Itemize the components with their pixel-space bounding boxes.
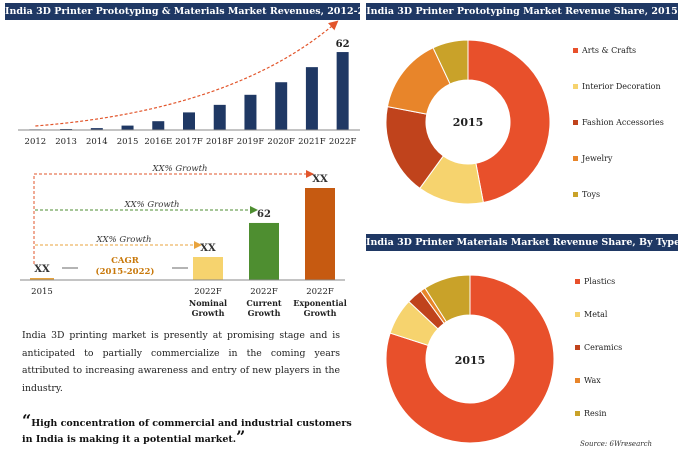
revenue-bar (305, 67, 318, 130)
key-quote: “High concentration of commercial and in… (22, 413, 352, 448)
legend-label: Jewelry (581, 154, 613, 163)
legend-label: Plastics (584, 277, 615, 286)
legend-swatch (573, 192, 578, 197)
legend-label: Ceramics (584, 343, 622, 352)
legend-swatch (575, 345, 580, 350)
prototyping-donut-title: India 3D Printer Prototyping Market Reve… (366, 3, 678, 20)
revenue-bar (336, 52, 349, 130)
scenario-x-label: 2022F (306, 287, 334, 297)
donut-slice (432, 39, 469, 85)
revenue-bar (60, 128, 73, 130)
bar-data-label: 62 (336, 39, 350, 50)
x-tick-label: 2015 (117, 137, 139, 147)
open-quote-mark: “ (22, 411, 32, 430)
scenario-data-label: XX (34, 264, 50, 275)
revenue-bar (244, 94, 257, 130)
scenario-sublabel: Growth (304, 308, 337, 318)
scenario-bar (30, 278, 54, 280)
materials-donut-title: India 3D Printer Materials Market Revenu… (366, 234, 678, 251)
scenario-x-label: 2022F (250, 287, 278, 297)
scenario-x-label: 2015 (31, 287, 53, 297)
legend-label: Fashion Accessories (582, 118, 664, 127)
scenario-sublabel: Growth (192, 308, 225, 318)
revenue-bar (121, 125, 134, 130)
donut-slice (467, 39, 551, 204)
legend-label: Toys (582, 190, 600, 199)
scenario-sublabel: Nominal (189, 298, 227, 308)
legend-swatch (573, 156, 578, 161)
revenue-bar (213, 104, 226, 130)
legend-label: Wax (584, 376, 601, 385)
legend-swatch (575, 279, 580, 284)
x-tick-label: 2012 (25, 137, 47, 147)
bar-chart-title: India 3D Printer Prototyping & Materials… (5, 3, 360, 20)
scenario-bar (249, 222, 279, 280)
x-tick-label: 2017F (175, 137, 203, 147)
x-tick-label: 2022F (329, 137, 357, 147)
trend-arrow (35, 20, 339, 127)
growth-arrow (33, 170, 314, 264)
cagr-label: CAGR (111, 256, 140, 266)
scenario-sublabel: Current (246, 298, 282, 308)
scenario-chart: CAGR (2015-2022) XX2015XX2022FNominalGro… (20, 164, 347, 318)
source-note: Source: 6Wresearch (580, 440, 653, 448)
growth-label: XX% Growth (151, 164, 207, 174)
donut-center-label: 2015 (455, 354, 486, 367)
x-tick-label: 2014 (86, 137, 108, 147)
legend-label: Metal (584, 310, 608, 319)
revenue-bar-chart: 2012 2013 2014 2015 2016E 2017F 2018F 2019F 2020… (18, 20, 360, 147)
scenario-sublabel: Exponential (293, 298, 346, 308)
x-tick-label: 2013 (55, 137, 77, 147)
scenario-x-label: 2022F (194, 287, 222, 297)
close-quote-mark: ” (236, 427, 246, 446)
prototyping-donut-chart: 2015 Arts & Crafts Interior Decoration Fas… (385, 39, 664, 205)
revenue-bar (183, 112, 195, 130)
growth-label: XX% Growth (95, 235, 151, 245)
x-tick-label: 2020F (267, 137, 295, 147)
legend-label: Resin (584, 409, 607, 418)
scenario-data-label: 62 (257, 209, 271, 220)
scenario-bar (305, 188, 335, 280)
cagr-period: (2015-2022) (96, 266, 155, 277)
scenario-bar (193, 257, 223, 280)
x-tick-label: 2016E (144, 137, 172, 147)
growth-label: XX% Growth (123, 200, 179, 210)
legend-swatch (573, 120, 578, 125)
legend-swatch (575, 312, 580, 317)
donut-slice (385, 274, 555, 444)
scenario-sublabel: Growth (248, 308, 281, 318)
quote-text: High concentration of commercial and ind… (22, 418, 352, 445)
donut-slice (424, 274, 471, 323)
scenario-data-label: XX (200, 243, 216, 254)
revenue-bar (152, 121, 165, 130)
x-tick-label: 2019F (237, 137, 265, 147)
materials-donut-chart: 2015 Plastics Metal Ceramics Wax Resin (385, 274, 622, 444)
x-tick-label: 2018F (206, 137, 234, 147)
legend-swatch (575, 378, 580, 383)
legend-swatch (573, 48, 578, 53)
donut-center-label: 2015 (453, 116, 484, 129)
revenue-bar (90, 128, 103, 130)
revenue-bar (275, 82, 288, 130)
legend-label: Interior Decoration (582, 82, 661, 91)
scenario-data-label: XX (312, 174, 328, 185)
market-description: India 3D printing market is presently at… (22, 330, 340, 394)
legend-swatch (573, 84, 578, 89)
legend-label: Arts & Crafts (581, 46, 636, 55)
x-tick-label: 2021F (298, 137, 326, 147)
legend-swatch (575, 411, 580, 416)
